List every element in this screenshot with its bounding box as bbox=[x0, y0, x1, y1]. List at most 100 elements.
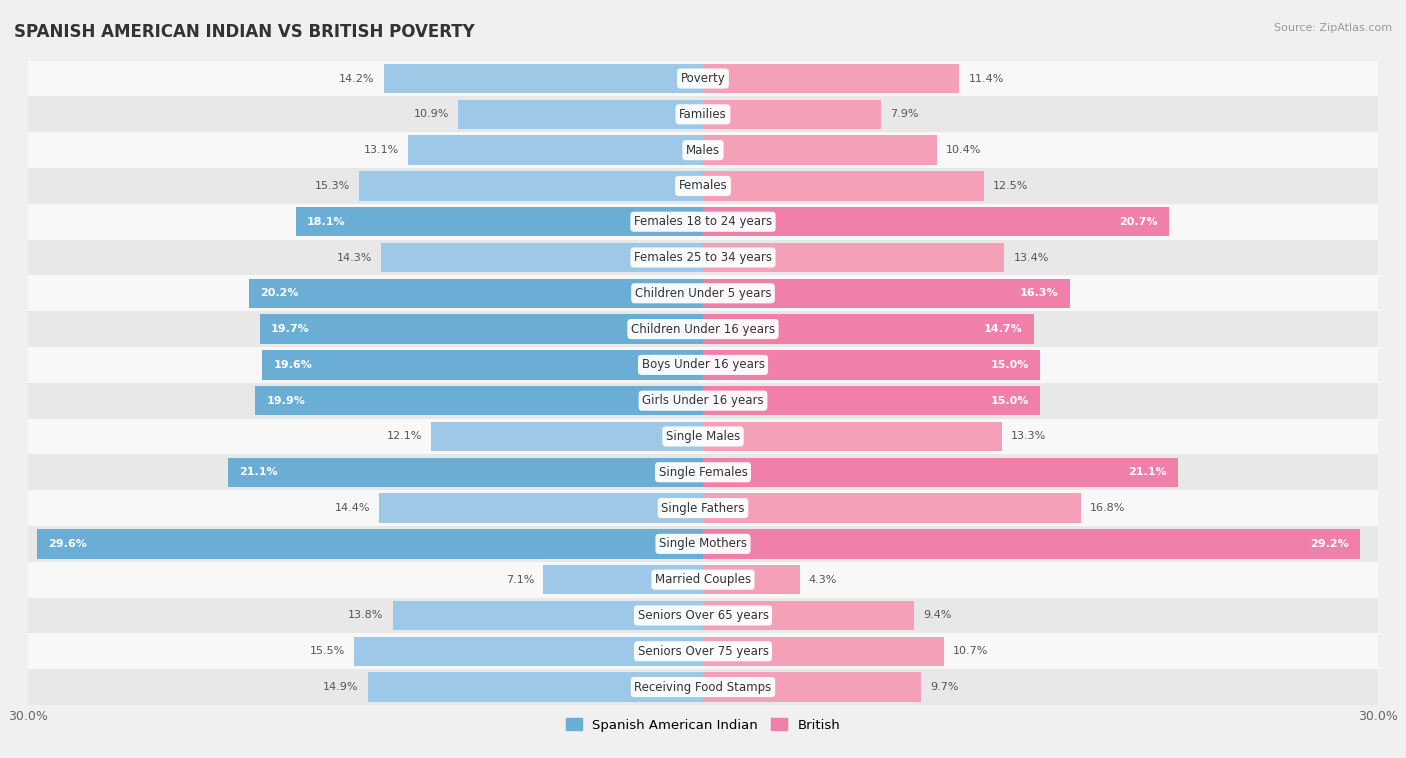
Text: 15.0%: 15.0% bbox=[991, 360, 1029, 370]
Text: 20.2%: 20.2% bbox=[260, 288, 298, 299]
Bar bbox=[28, 418, 1378, 454]
Bar bbox=[28, 634, 1378, 669]
Bar bbox=[28, 347, 1378, 383]
Text: Females 25 to 34 years: Females 25 to 34 years bbox=[634, 251, 772, 264]
Bar bbox=[703, 672, 921, 702]
Text: 10.7%: 10.7% bbox=[953, 647, 988, 656]
Legend: Spanish American Indian, British: Spanish American Indian, British bbox=[561, 713, 845, 737]
Bar bbox=[228, 458, 703, 487]
Text: 11.4%: 11.4% bbox=[969, 74, 1004, 83]
Bar bbox=[28, 490, 1378, 526]
Text: 21.1%: 21.1% bbox=[239, 467, 278, 478]
Text: 16.8%: 16.8% bbox=[1090, 503, 1125, 513]
Bar bbox=[37, 529, 703, 559]
Bar bbox=[28, 168, 1378, 204]
Bar bbox=[703, 637, 943, 666]
Text: 15.3%: 15.3% bbox=[315, 181, 350, 191]
Text: 16.3%: 16.3% bbox=[1019, 288, 1059, 299]
Bar bbox=[408, 136, 703, 164]
Text: Females: Females bbox=[679, 180, 727, 193]
Text: 13.4%: 13.4% bbox=[1014, 252, 1049, 262]
Bar bbox=[703, 207, 1168, 236]
Text: Receiving Food Stamps: Receiving Food Stamps bbox=[634, 681, 772, 694]
Text: 18.1%: 18.1% bbox=[307, 217, 346, 227]
Bar bbox=[28, 61, 1378, 96]
Bar bbox=[28, 669, 1378, 705]
Bar bbox=[703, 529, 1360, 559]
Text: Boys Under 16 years: Boys Under 16 years bbox=[641, 359, 765, 371]
Text: 14.2%: 14.2% bbox=[339, 74, 374, 83]
Text: 29.2%: 29.2% bbox=[1310, 539, 1348, 549]
Text: 4.3%: 4.3% bbox=[808, 575, 837, 584]
Text: Single Females: Single Females bbox=[658, 465, 748, 479]
Text: 7.9%: 7.9% bbox=[890, 109, 918, 119]
Bar bbox=[262, 350, 703, 380]
Text: 13.3%: 13.3% bbox=[1011, 431, 1046, 441]
Bar bbox=[295, 207, 703, 236]
Bar bbox=[28, 526, 1378, 562]
Bar bbox=[28, 240, 1378, 275]
Text: Single Males: Single Males bbox=[666, 430, 740, 443]
Bar bbox=[703, 458, 1178, 487]
Bar bbox=[703, 350, 1040, 380]
Bar bbox=[458, 99, 703, 129]
Bar bbox=[703, 171, 984, 201]
Bar bbox=[703, 279, 1070, 308]
Bar bbox=[703, 565, 800, 594]
Text: Children Under 5 years: Children Under 5 years bbox=[634, 287, 772, 300]
Bar bbox=[381, 243, 703, 272]
Text: Married Couples: Married Couples bbox=[655, 573, 751, 586]
Text: 14.9%: 14.9% bbox=[323, 682, 359, 692]
Bar bbox=[703, 493, 1081, 523]
Bar bbox=[703, 99, 880, 129]
Text: 15.5%: 15.5% bbox=[311, 647, 346, 656]
Text: Children Under 16 years: Children Under 16 years bbox=[631, 323, 775, 336]
Text: Single Mothers: Single Mothers bbox=[659, 537, 747, 550]
Bar bbox=[354, 637, 703, 666]
Text: 13.1%: 13.1% bbox=[364, 145, 399, 155]
Text: SPANISH AMERICAN INDIAN VS BRITISH POVERTY: SPANISH AMERICAN INDIAN VS BRITISH POVER… bbox=[14, 23, 475, 41]
Bar bbox=[703, 601, 914, 630]
Bar bbox=[28, 96, 1378, 132]
Text: 12.1%: 12.1% bbox=[387, 431, 422, 441]
Bar bbox=[260, 315, 703, 344]
Bar bbox=[28, 204, 1378, 240]
Bar bbox=[384, 64, 703, 93]
Bar bbox=[28, 312, 1378, 347]
Text: 29.6%: 29.6% bbox=[48, 539, 87, 549]
Text: Single Fathers: Single Fathers bbox=[661, 502, 745, 515]
Bar bbox=[703, 386, 1040, 415]
Text: 13.8%: 13.8% bbox=[349, 610, 384, 621]
Bar bbox=[28, 562, 1378, 597]
Bar bbox=[28, 383, 1378, 418]
Text: 20.7%: 20.7% bbox=[1119, 217, 1157, 227]
Text: 19.7%: 19.7% bbox=[271, 324, 309, 334]
Bar bbox=[543, 565, 703, 594]
Bar bbox=[380, 493, 703, 523]
Bar bbox=[703, 315, 1033, 344]
Bar bbox=[256, 386, 703, 415]
Bar bbox=[392, 601, 703, 630]
Text: Seniors Over 75 years: Seniors Over 75 years bbox=[637, 645, 769, 658]
Bar bbox=[703, 64, 959, 93]
Text: 9.7%: 9.7% bbox=[931, 682, 959, 692]
Bar bbox=[28, 454, 1378, 490]
Text: 10.9%: 10.9% bbox=[413, 109, 449, 119]
Text: 9.4%: 9.4% bbox=[924, 610, 952, 621]
Text: Seniors Over 65 years: Seniors Over 65 years bbox=[637, 609, 769, 622]
Text: Poverty: Poverty bbox=[681, 72, 725, 85]
Text: Source: ZipAtlas.com: Source: ZipAtlas.com bbox=[1274, 23, 1392, 33]
Text: 15.0%: 15.0% bbox=[991, 396, 1029, 406]
Text: 14.7%: 14.7% bbox=[984, 324, 1022, 334]
Bar bbox=[28, 132, 1378, 168]
Text: 10.4%: 10.4% bbox=[946, 145, 981, 155]
Bar bbox=[28, 275, 1378, 312]
Text: 12.5%: 12.5% bbox=[993, 181, 1029, 191]
Text: Families: Families bbox=[679, 108, 727, 121]
Bar bbox=[28, 597, 1378, 634]
Text: 21.1%: 21.1% bbox=[1128, 467, 1167, 478]
Bar bbox=[430, 421, 703, 451]
Text: 14.3%: 14.3% bbox=[337, 252, 373, 262]
Bar bbox=[368, 672, 703, 702]
Text: Girls Under 16 years: Girls Under 16 years bbox=[643, 394, 763, 407]
